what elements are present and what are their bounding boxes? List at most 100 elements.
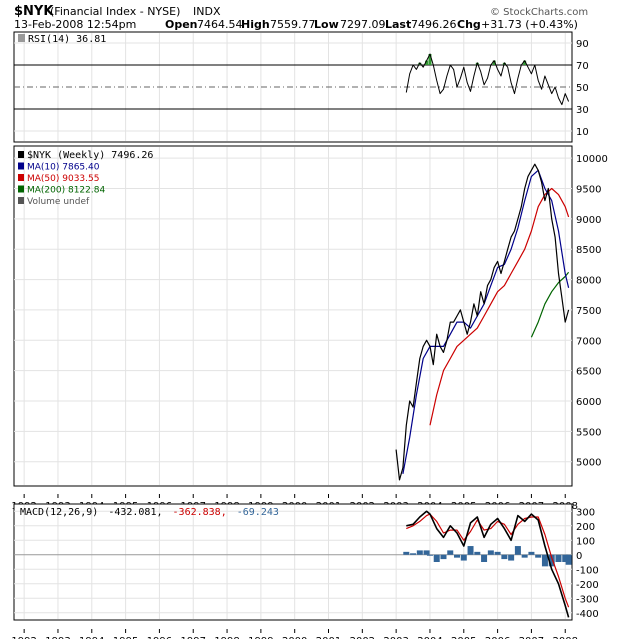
x-tick-label: 2008 — [553, 636, 578, 639]
rsi-tick-label: 50 — [576, 83, 589, 94]
x-tick-label: 2002 — [350, 636, 375, 639]
macd-hist-bar — [541, 554, 548, 567]
macd-hist-bar — [467, 546, 474, 555]
legend-entry: Volume undef — [27, 197, 90, 207]
rsi-tick-label: 90 — [576, 39, 589, 50]
macd-tick-label: -200 — [576, 580, 599, 591]
macd-tick-label: 200 — [576, 522, 595, 533]
macd-hist-bar — [426, 554, 433, 556]
rsi-tick-label: 10 — [576, 127, 589, 138]
legend-entry: MA(10) 7865.40 — [27, 163, 100, 173]
macd-hist-bar — [481, 554, 488, 562]
price-tick-label: 5500 — [576, 427, 601, 438]
macd-hist-bar — [562, 554, 569, 562]
macd-hist-bar — [521, 554, 528, 558]
x-tick-label: 1997 — [181, 636, 206, 639]
x-tick-label: 1992 — [11, 636, 36, 639]
last-value: 7496.26 — [411, 18, 457, 31]
price-tick-label: 9500 — [576, 185, 601, 196]
price-frame — [13, 145, 573, 487]
macd-hist-bar — [565, 554, 572, 565]
macd-signal-value: -362.838, — [173, 507, 227, 518]
legend-swatch — [18, 151, 24, 158]
x-tick-label: 2005 — [451, 636, 476, 639]
rsi-panel: 90 70 50 30 10 RSI(14) 36.81 — [13, 31, 589, 143]
chg-value: +31.73 (+0.43%) — [481, 18, 578, 31]
macd-tick-label: -100 — [576, 565, 599, 576]
price-tick-label: 6500 — [576, 367, 601, 378]
price-tick-label: 9000 — [576, 215, 601, 226]
macd-hist-bar — [433, 554, 440, 562]
macd-tick-label: -400 — [576, 609, 599, 620]
macd-hist-bar — [447, 550, 454, 555]
macd-hist-bar — [487, 550, 494, 555]
rsi-label-icon — [18, 34, 25, 42]
legend-entry: MA(200) 8122.84 — [27, 186, 105, 196]
macd-hist-bar — [403, 551, 410, 555]
index-name: (Financial Index - NYSE) — [50, 5, 180, 18]
macd-hist-bar — [474, 551, 481, 555]
legend-entry: MA(50) 9033.55 — [27, 174, 99, 184]
legend-swatch — [18, 174, 24, 181]
macd-hist-bar — [535, 554, 542, 558]
macd-hist-bar — [555, 554, 562, 562]
macd-hist-bar — [416, 550, 423, 555]
legend-swatch — [18, 197, 24, 204]
legend-entry: $NYK (Weekly) 7496.26 — [27, 150, 153, 161]
rsi-line — [405, 53, 570, 106]
macd-hist-bar — [460, 554, 467, 561]
high-label: High — [241, 18, 270, 31]
rsi-tick-label: 70 — [576, 61, 589, 72]
macd-hist-bar — [494, 551, 501, 555]
price-legend: $NYK (Weekly) 7496.26 MA(10) 7865.40MA(50… — [18, 150, 153, 207]
price-tick-label: 7000 — [576, 336, 601, 347]
source: © StockCharts.com — [490, 7, 588, 18]
macd-hist-bar — [454, 554, 461, 558]
rsi-tick-label: 30 — [576, 105, 589, 116]
macd-hist-bar — [501, 554, 508, 560]
x-tick-label: 1996 — [147, 636, 172, 639]
x-tick-label: 2007 — [519, 636, 544, 639]
macd-tick-label: 0 — [576, 551, 582, 562]
price-tick-label: 8500 — [576, 245, 601, 256]
price-line — [395, 163, 570, 481]
macd-tick-label: 300 — [576, 507, 595, 518]
macd-hist-bar — [410, 553, 417, 555]
exchange: INDX — [193, 5, 221, 18]
price-tick-label: 7500 — [576, 306, 601, 317]
price-tick-label: 5000 — [576, 458, 601, 469]
x-tick-label: 1993 — [45, 636, 70, 639]
macd-hist-bar — [548, 554, 555, 567]
macd-hist-value: -69.243 — [237, 507, 279, 518]
x-tick-label: 2003 — [383, 636, 408, 639]
legend-swatch — [18, 185, 24, 193]
macd-hist-bar — [423, 550, 430, 555]
price-tick-label: 6000 — [576, 397, 601, 408]
rsi-label: RSI(14) 36.81 — [28, 34, 106, 45]
macd-hist-bar — [440, 554, 447, 560]
chg-label: Chg — [457, 18, 481, 31]
low-label: Low — [314, 18, 339, 31]
datetime: 13-Feb-2008 12:54pm — [14, 18, 136, 31]
macd-hist-bar — [508, 554, 515, 561]
price-tick-label: 10000 — [576, 154, 608, 165]
macd-tick-label: 100 — [576, 536, 595, 547]
legend-swatch — [18, 162, 24, 170]
ma10-line — [402, 169, 570, 475]
price-tick-label: 8000 — [576, 276, 601, 287]
open-label: Open — [165, 18, 198, 31]
macd-hist-bar — [528, 551, 535, 555]
x-tick-label: 1995 — [113, 636, 138, 639]
low-value: 7297.09 — [340, 18, 386, 31]
macd-line — [406, 510, 570, 618]
x-tick-label: 1998 — [214, 636, 239, 639]
x-tick-label: 2006 — [485, 636, 510, 639]
macd-value: -432.081, — [108, 507, 162, 518]
x-tick-label: 1999 — [248, 636, 273, 639]
macd-hist-bar — [514, 546, 521, 555]
macd-frame — [13, 503, 573, 621]
ma200-line — [530, 271, 570, 338]
x-tick-label: 2004 — [417, 636, 442, 639]
